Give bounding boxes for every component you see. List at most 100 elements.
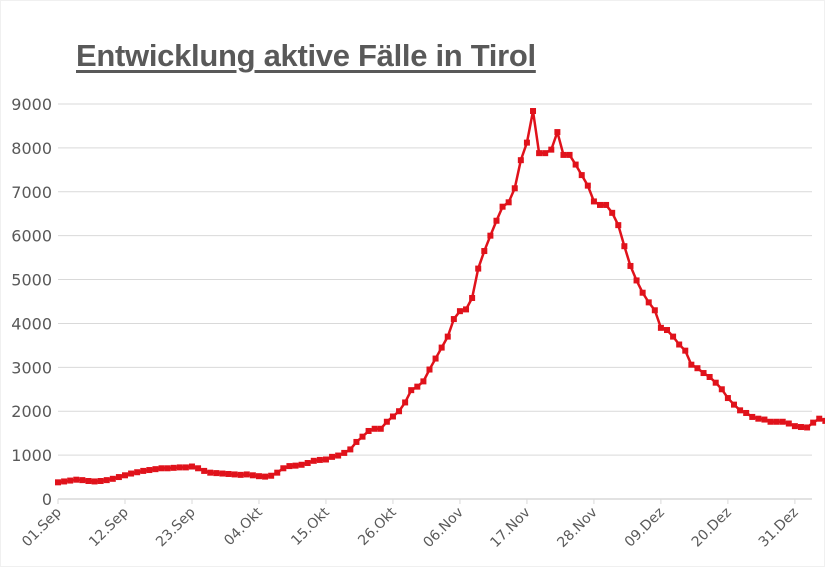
data-point-marker <box>67 477 74 484</box>
data-point-marker <box>700 370 707 377</box>
data-point-marker <box>615 222 622 229</box>
data-point-marker <box>664 327 670 334</box>
data-point-marker <box>542 150 549 157</box>
data-point-marker <box>475 265 482 272</box>
data-point-marker <box>767 418 774 425</box>
data-point-marker <box>408 387 415 394</box>
data-point-marker <box>816 415 823 422</box>
x-tick-label: 26.Okt <box>355 504 400 549</box>
data-point-marker <box>176 464 183 471</box>
data-point-marker <box>426 366 433 373</box>
data-point-marker <box>164 465 171 472</box>
data-point-marker <box>237 471 244 478</box>
x-tick-label: 06.Nov <box>420 505 466 551</box>
data-point-marker <box>213 470 220 477</box>
data-point-marker <box>645 299 652 306</box>
data-point-marker <box>749 413 756 420</box>
data-point-marker <box>450 316 457 323</box>
data-point-marker <box>341 449 348 456</box>
data-point-marker <box>268 472 275 479</box>
data-point-marker <box>85 478 92 485</box>
series-line <box>57 109 825 484</box>
x-tick-label: 31.Dez <box>756 505 802 551</box>
data-point-marker <box>134 469 141 476</box>
data-point-marker <box>432 355 439 362</box>
data-point-marker <box>590 198 597 205</box>
y-tick-label: 2000 <box>11 402 52 421</box>
data-point-marker <box>730 401 737 408</box>
y-tick-label: 6000 <box>11 227 52 246</box>
data-point-marker <box>718 386 725 393</box>
data-point-marker <box>292 462 299 469</box>
data-point-marker <box>523 139 530 146</box>
data-point-marker <box>274 469 281 476</box>
data-point-marker <box>109 475 116 482</box>
data-point-marker <box>706 373 713 380</box>
data-point-marker <box>231 471 238 478</box>
data-point-marker <box>249 472 256 479</box>
x-tick-label: 15.Okt <box>288 504 333 549</box>
data-point-marker <box>560 151 567 158</box>
data-point-marker <box>55 479 61 486</box>
data-point-marker <box>79 477 86 484</box>
data-point-marker <box>511 185 518 192</box>
data-point-marker <box>517 157 524 164</box>
data-point-marker <box>262 473 269 480</box>
data-point-marker <box>785 420 792 427</box>
data-point-marker <box>322 456 329 463</box>
data-point-marker <box>463 306 470 313</box>
gridlines <box>58 103 812 456</box>
data-point-marker <box>225 470 232 477</box>
x-tick-label: 23.Sep <box>153 504 199 550</box>
data-point-marker <box>584 182 591 189</box>
data-point-marker <box>170 464 177 471</box>
data-point-marker <box>456 308 463 315</box>
data-point-marker <box>329 453 336 460</box>
x-tick-label: 28.Nov <box>554 505 600 551</box>
data-point-marker <box>755 415 762 422</box>
data-point-marker <box>548 146 555 153</box>
y-tick-label: 4000 <box>11 314 52 333</box>
data-point-marker <box>469 294 476 301</box>
data-point-marker <box>657 324 664 331</box>
data-point-marker <box>779 418 786 425</box>
data-point-marker <box>822 417 825 424</box>
data-point-marker <box>335 452 342 459</box>
data-point-marker <box>371 425 378 432</box>
x-tick-label: 17.Nov <box>487 505 533 551</box>
data-point-marker <box>255 473 262 480</box>
data-point-marker <box>195 465 202 472</box>
data-point-marker <box>188 463 195 470</box>
data-point-marker <box>597 201 604 208</box>
data-point-marker <box>682 347 689 354</box>
data-point-marker <box>219 470 226 477</box>
x-tick-label: 20.Dez <box>689 505 735 551</box>
data-point-marker <box>377 425 384 432</box>
data-point-marker <box>797 424 804 431</box>
x-axis: 01.Sep 12.Sep 23.Sep 04.Okt 15.Okt 26.Okt 06.N… <box>19 498 812 551</box>
data-point-marker <box>633 277 640 284</box>
data-point-marker <box>353 438 360 445</box>
data-point-marker <box>487 232 494 239</box>
data-point-marker <box>158 465 165 472</box>
data-point-marker <box>298 461 305 468</box>
data-point-marker <box>201 467 208 474</box>
data-point-marker <box>810 419 817 426</box>
data-point-marker <box>712 379 719 386</box>
data-point-marker <box>554 129 561 136</box>
data-point-marker <box>97 478 104 485</box>
y-tick-label: 9000 <box>11 95 52 114</box>
data-point-marker <box>603 201 610 208</box>
data-point-marker <box>578 172 585 179</box>
data-point-marker <box>146 467 153 474</box>
data-point-marker <box>688 361 695 368</box>
data-point-marker <box>694 365 701 372</box>
data-point-marker <box>396 408 403 415</box>
data-point-marker <box>670 333 677 340</box>
x-tick-label: 12.Sep <box>86 504 132 550</box>
data-point-marker <box>359 433 366 440</box>
data-point-marker <box>724 395 731 402</box>
data-point-marker <box>414 383 421 390</box>
data-point-marker <box>347 446 354 453</box>
